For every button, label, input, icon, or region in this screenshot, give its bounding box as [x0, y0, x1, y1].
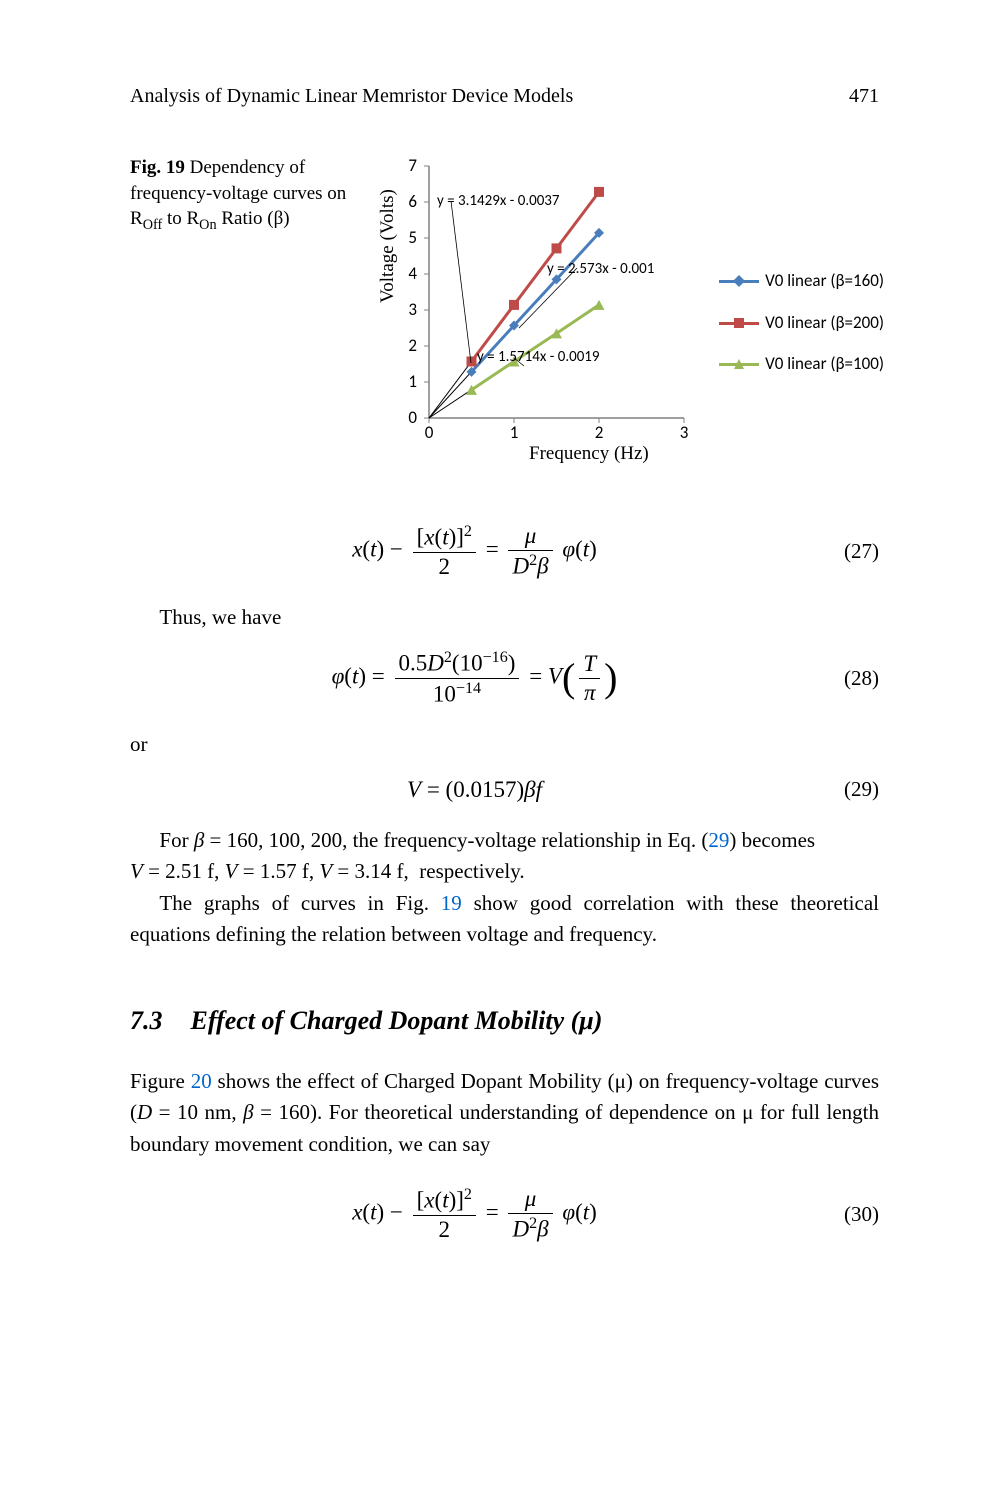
legend-label: V0 linear (β=100) — [765, 346, 884, 382]
section-heading: 7.3 Effect of Charged Dopant Mobility (μ) — [130, 1006, 879, 1036]
svg-text:1: 1 — [510, 422, 519, 443]
y-axis-label: Voltage (Volts) — [377, 189, 399, 303]
figure-caption: Fig. 19 Dependency of frequency-voltage … — [130, 153, 359, 235]
legend-swatch — [719, 314, 759, 332]
equation-body: x(t) − [x(t)]22 = μD2β φ(t) — [130, 523, 819, 580]
equation-29: V = (0.0157)βf (29) — [130, 777, 879, 803]
chart-annotation-100: y = 1.5714x - 0.0019 — [477, 348, 600, 366]
legend-item: V0 linear (β=200) — [719, 305, 884, 341]
equation-number: (29) — [819, 777, 879, 802]
equation-number: (30) — [819, 1202, 879, 1227]
svg-text:0: 0 — [408, 407, 417, 428]
svg-text:6: 6 — [408, 191, 417, 212]
legend-swatch — [719, 355, 759, 373]
equation-ref-link[interactable]: 29 — [708, 828, 729, 852]
paragraph: For β = 160, 100, 200, the frequency-vol… — [130, 825, 879, 951]
paragraph: or — [130, 729, 879, 761]
page: { "header": { "running_title": "Analysis… — [0, 0, 989, 1500]
chart-annotation-160: y = 2.573x - 0.001 — [547, 260, 654, 278]
equation-28: φ(t) = 0.5D2(10−16)10−14 = V(Tπ) (28) — [130, 649, 879, 707]
paragraph: Figure 20 shows the effect of Charged Do… — [130, 1066, 879, 1161]
section-number: 7.3 — [130, 1006, 163, 1035]
svg-text:0: 0 — [425, 422, 434, 443]
running-title: Analysis of Dynamic Linear Memristor Dev… — [130, 85, 573, 108]
legend-label: V0 linear (β=160) — [765, 263, 884, 299]
chart-annotation-200: y = 3.1429x - 0.0037 — [437, 192, 560, 210]
equation-number: (27) — [819, 539, 879, 564]
svg-text:3: 3 — [680, 422, 689, 443]
equation-body: x(t) − [x(t)]22 = μD2β φ(t) — [130, 1186, 819, 1243]
equation-number: (28) — [819, 666, 879, 691]
page-number: 471 — [849, 85, 879, 108]
figure-ref-link[interactable]: 20 — [191, 1069, 212, 1093]
section-title: Effect of Charged Dopant Mobility (μ) — [191, 1006, 603, 1035]
figure-ref-link[interactable]: 19 — [441, 891, 462, 915]
svg-text:2: 2 — [595, 422, 604, 443]
figure-19: Fig. 19 Dependency of frequency-voltage … — [130, 153, 879, 473]
svg-text:3: 3 — [408, 299, 417, 320]
svg-text:2: 2 — [408, 335, 417, 356]
running-head: Analysis of Dynamic Linear Memristor Dev… — [130, 85, 879, 108]
x-axis-label: Frequency (Hz) — [529, 443, 649, 465]
svg-text:4: 4 — [408, 263, 417, 284]
equation-body: V = (0.0157)βf — [130, 777, 819, 803]
equation-27: x(t) − [x(t)]22 = μD2β φ(t) (27) — [130, 523, 879, 580]
equation-body: φ(t) = 0.5D2(10−16)10−14 = V(Tπ) — [130, 649, 819, 707]
paragraph: Thus, we have — [130, 602, 879, 634]
legend-item: V0 linear (β=100) — [719, 346, 884, 382]
svg-text:5: 5 — [408, 227, 417, 248]
legend-swatch — [719, 272, 759, 290]
figure-label: Fig. 19 — [130, 157, 185, 178]
chart-legend: V0 linear (β=160) V0 linear (β=200) V0 l… — [719, 263, 884, 388]
chart: Voltage (Volts) 0 1 2 3 4 5 6 — [359, 153, 879, 473]
equation-30: x(t) − [x(t)]22 = μD2β φ(t) (30) — [130, 1186, 879, 1243]
svg-text:1: 1 — [408, 371, 417, 392]
legend-label: V0 linear (β=200) — [765, 305, 884, 341]
svg-text:7: 7 — [408, 155, 417, 176]
legend-item: V0 linear (β=160) — [719, 263, 884, 299]
